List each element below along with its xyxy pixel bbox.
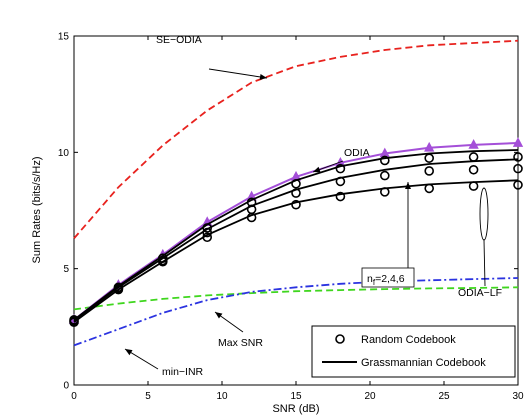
point-odia-lf-nf2-random-4 xyxy=(246,212,257,223)
annotation-nf: nf=2,4,6 xyxy=(367,273,405,287)
point-odia-lf-nf2-random-1 xyxy=(113,284,124,295)
series-odia-lf-nf2-grassmannian xyxy=(73,179,519,323)
y-tick-label-0: 0 xyxy=(63,381,69,392)
point-odia-lf-nf2-random-10 xyxy=(513,180,523,190)
series-max-snr xyxy=(73,286,519,311)
point-odia-lf-nf2-random-3 xyxy=(202,232,212,243)
y-tick-label-5: 5 xyxy=(63,264,69,275)
point-odia-lf-nf4-random-5 xyxy=(291,188,301,198)
point-odia-10 xyxy=(512,137,524,147)
arrow-se-odia xyxy=(208,68,268,79)
point-odia-lf-nf6-random-8 xyxy=(424,153,435,163)
x-tick-label-30: 30 xyxy=(512,391,524,402)
point-odia-lf-nf4-random-10 xyxy=(513,163,523,174)
legend-label-random: Random Codebook xyxy=(361,334,456,346)
point-odia-lf-nf6-random-4 xyxy=(246,197,257,208)
nf-label-box xyxy=(361,267,415,288)
point-odia-lf-nf2-random-2 xyxy=(158,256,168,267)
legend: Random Codebook Grassmannian Codebook xyxy=(311,325,516,378)
point-odia-lf-nf2-random-5 xyxy=(291,199,301,210)
point-odia-lf-nf4-random-7 xyxy=(379,170,390,181)
point-odia-lf-nf6-random-5 xyxy=(291,178,301,189)
series-line-max-snr xyxy=(73,286,519,311)
x-tick-label-20: 20 xyxy=(364,391,376,402)
series-min-inr xyxy=(73,277,519,347)
point-odia-lf-nf2-random-9 xyxy=(468,181,479,191)
nf-rest: =2,4,6 xyxy=(375,273,405,285)
point-odia-lf-nf6-random-10 xyxy=(513,152,523,162)
series-line-odia-lf-nf2-grassmannian xyxy=(73,179,519,323)
annotation-se-odia: SE−ODIA xyxy=(156,34,202,46)
point-odia-lf-nf2-random-8 xyxy=(424,183,435,194)
arrow-se-odia-head xyxy=(259,73,267,80)
point-odia-9 xyxy=(468,139,479,149)
point-odia-lf-nf2-random-6 xyxy=(335,191,346,202)
legend-marker-random xyxy=(335,334,345,344)
series-line-se-odia xyxy=(73,39,519,239)
point-odia-lf-nf2-random-0 xyxy=(69,317,79,327)
arrow-nf-head xyxy=(405,182,411,189)
x-tick-label-0: 0 xyxy=(71,391,77,402)
point-odia-lf-nf6-random-6 xyxy=(335,163,346,174)
x-tick-label-15: 15 xyxy=(290,391,302,402)
point-odia-lf-nf6-random-9 xyxy=(468,152,479,162)
point-odia-lf-nf4-random-6 xyxy=(335,176,346,187)
y-tick-label-15: 15 xyxy=(58,32,70,43)
series-se-odia xyxy=(73,39,519,239)
x-tick-label-25: 25 xyxy=(438,391,450,402)
annotation-max-snr: Max SNR xyxy=(218,337,263,349)
odia-lf-leader xyxy=(483,239,486,287)
axis-ticks: 0 5 10 15 20 25 30 0 5 10 15 xyxy=(58,32,524,403)
point-odia-lf-nf6-random-7 xyxy=(379,155,390,166)
y-tick-label-10: 10 xyxy=(58,148,70,159)
series-line-min-inr xyxy=(73,277,519,347)
x-tick-label-10: 10 xyxy=(216,391,228,402)
point-odia-8 xyxy=(424,141,435,152)
arrow-max-snr-head xyxy=(215,312,223,319)
point-odia-lf-nf2-random-7 xyxy=(379,187,390,197)
series-odia-lf-nf2-random xyxy=(69,180,523,327)
annotation-odia-lf: ODIA−LF xyxy=(458,287,502,299)
series-layer xyxy=(68,39,524,347)
annotation-odia: ODIA xyxy=(344,147,370,159)
point-odia-lf-nf6-random-3 xyxy=(202,223,212,233)
point-odia-lf-nf4-random-8 xyxy=(424,166,435,176)
nf-main: n xyxy=(367,273,373,285)
annotation-layer xyxy=(124,68,489,370)
point-odia-lf-nf4-random-9 xyxy=(468,164,479,175)
arrow-odia-head xyxy=(313,166,321,173)
nf-sub: f xyxy=(373,278,376,287)
legend-box xyxy=(311,325,516,378)
annotation-min-inr: min−INR xyxy=(162,366,204,378)
y-axis-label: Sum Rates (bits/s/Hz) xyxy=(31,157,43,264)
point-odia-lf-nf4-random-3 xyxy=(202,227,212,238)
legend-label-grassmannian: Grassmannian Codebook xyxy=(361,357,486,369)
x-axis-label: SNR (dB) xyxy=(272,403,319,415)
x-tick-label-5: 5 xyxy=(145,391,151,402)
arrow-min-inr-head xyxy=(125,349,133,356)
